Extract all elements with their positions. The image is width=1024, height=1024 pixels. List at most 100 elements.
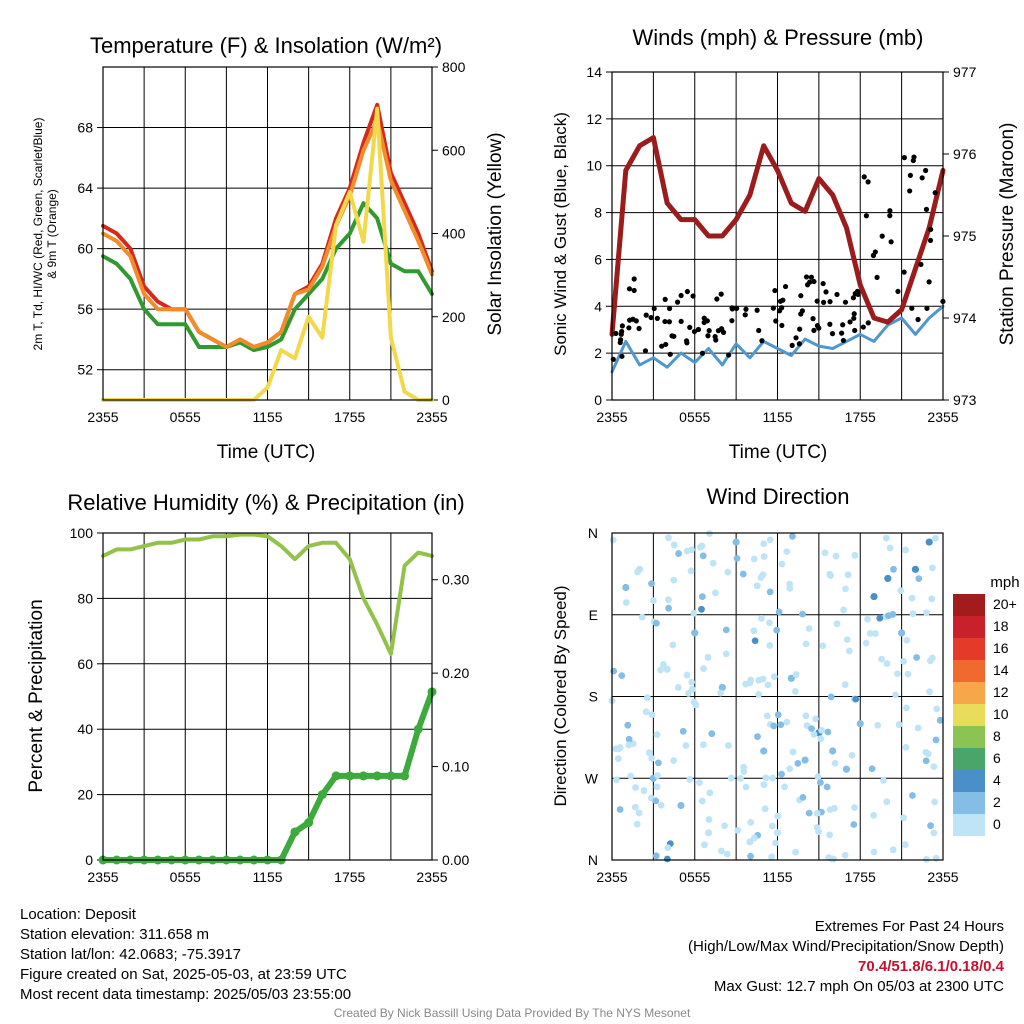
wind-direction-point (915, 575, 923, 583)
wind-direction-point (754, 733, 761, 741)
wind-ylabel: Sonic Wind & Gust (Blue, Black) (551, 112, 570, 356)
temp-ytick-label: 56 (77, 301, 93, 317)
gust-point (799, 308, 805, 314)
gust-point (932, 190, 938, 196)
gust-point (928, 226, 934, 233)
gust-point (772, 287, 778, 294)
wind-direction-point (812, 715, 820, 723)
wind-direction-point (766, 642, 774, 649)
wind-direction-point (826, 831, 834, 839)
wind-direction-point (762, 774, 770, 782)
wind-direction-point (750, 627, 758, 635)
gust-point (803, 274, 810, 280)
wind-direction-point (766, 588, 774, 596)
gust-point (678, 318, 684, 325)
wind-direction-point (900, 814, 907, 822)
elevation-text: Station elevation: 311.658 m (20, 926, 210, 943)
gust-point (861, 174, 867, 180)
wind-direction-point (817, 779, 824, 786)
wind-direction-point (708, 730, 716, 738)
temp-ytick-label: 60 (77, 241, 93, 257)
rh-ytick-label-right: 0.20 (442, 665, 469, 681)
wind-direction-point (866, 629, 874, 637)
wind-direction-point (698, 593, 706, 601)
wind-ylabel-right: Station Pressure (Maroon) (997, 123, 1018, 346)
wind-direction-point (787, 674, 795, 682)
wind-direction-point (634, 568, 641, 576)
wind-direction-point (732, 538, 740, 546)
gust-point (759, 338, 765, 344)
gust-point (633, 318, 639, 324)
legend-label: 0 (993, 816, 1001, 832)
wind-series-line (610, 304, 945, 374)
wind-direction-point (663, 855, 671, 863)
legend-swatch (953, 770, 985, 792)
wind-direction-point (829, 747, 837, 755)
gust-point (779, 305, 785, 311)
rh-ylabel: Percent & Precipitation (26, 599, 47, 792)
wind-direction-point (808, 725, 815, 733)
temp-ytick-label-right: 600 (442, 142, 466, 158)
wind-direction-point (632, 784, 639, 791)
max-gust-text: Max Gust: 12.7 mph On 05/03 at 2300 UTC (713, 978, 1004, 995)
wind-xtick-label: 2355 (927, 409, 958, 425)
wind-ytick-label: 6 (594, 251, 602, 267)
wind-direction-point (789, 748, 797, 756)
gust-point (643, 312, 649, 318)
legend-swatch (953, 792, 985, 814)
temp-xlabel: Time (UTC) (217, 442, 316, 463)
wind-direction-point (850, 821, 858, 828)
wind-direction-point (670, 757, 678, 764)
gust-point (901, 155, 907, 161)
wind-direction-point (903, 704, 910, 712)
gust-point (773, 318, 779, 324)
precip-point (304, 818, 314, 828)
gust-point (796, 341, 802, 347)
wind-direction-point (627, 772, 635, 780)
precip-point (413, 724, 423, 734)
wind-direction-point (642, 708, 650, 716)
gust-point (789, 342, 795, 348)
wind-direction-point (841, 681, 849, 689)
wind-direction-point (657, 666, 664, 674)
wind-direction-point (625, 741, 633, 749)
wind-direction-point (913, 654, 921, 661)
dir-ylabel: Direction (Colored By Speed) (551, 585, 570, 806)
temp-ytick-label-right: 800 (442, 59, 466, 75)
wind-xtick-label: 1155 (762, 409, 792, 425)
wind-direction-point (683, 671, 691, 679)
wind-direction-point (610, 667, 618, 675)
gust-point (674, 299, 681, 305)
precip-point (345, 771, 355, 781)
temp-xtick-label: 2355 (416, 409, 447, 425)
gust-point (705, 333, 711, 339)
wind-direction-point (832, 552, 840, 560)
dir-ytick-label: N (588, 525, 598, 541)
gust-point (777, 298, 784, 304)
rh-xtick-label: 1155 (252, 869, 282, 885)
gust-point (879, 233, 885, 239)
wind-direction-point (792, 688, 799, 695)
gust-point (834, 291, 840, 298)
rh-xtick-label: 2355 (87, 869, 118, 885)
wind-direction-point (925, 538, 933, 546)
wind-direction-point (664, 844, 672, 852)
wind-direction-point (895, 721, 903, 728)
gust-point (793, 335, 799, 341)
wind-direction-point (704, 829, 713, 837)
wind-direction-point (670, 541, 678, 549)
wind-title: Winds (mph) & Pressure (mb) (633, 25, 924, 50)
gust-point (654, 315, 660, 321)
wind-direction-point (750, 555, 758, 563)
wind-direction-point (690, 698, 698, 706)
wind-direction-point (648, 711, 656, 719)
gust-point (669, 333, 675, 339)
gust-point (648, 314, 654, 321)
wind-direction-point (882, 534, 890, 542)
gust-point (852, 327, 858, 334)
gust-point (734, 305, 740, 312)
wind-direction-point (766, 536, 774, 544)
wind-direction-point (687, 567, 695, 575)
wind-direction-point (810, 730, 818, 738)
wind-direction-point (902, 546, 909, 554)
